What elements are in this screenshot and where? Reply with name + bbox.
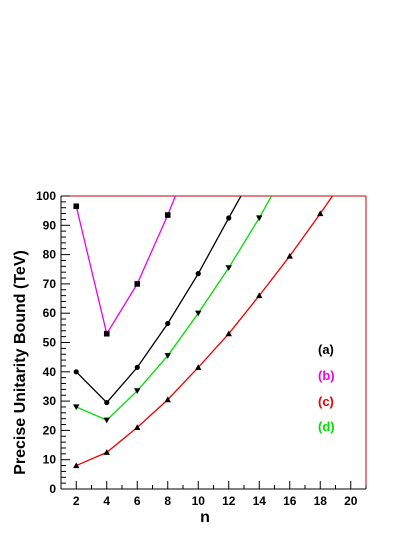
series-2 <box>73 196 333 469</box>
data-point <box>256 292 263 299</box>
x-tick-label: 6 <box>134 494 141 508</box>
series-1 <box>73 196 176 337</box>
data-point <box>134 424 141 431</box>
legend: (a) (b) (c) (d) <box>318 342 335 434</box>
axis-layer: 2 4 6 8 10 12 14 16 18 20 0 10 20 30 40 50 60 70 80 90 100 n P… <box>12 189 367 526</box>
x-tick-label: 2 <box>73 494 80 508</box>
series-line <box>75 196 242 404</box>
series-layer <box>73 196 333 469</box>
legend-entry: (b) <box>318 368 335 383</box>
data-point <box>225 330 232 337</box>
data-point <box>134 364 140 371</box>
data-point <box>195 271 201 277</box>
y-tick-label: 40 <box>43 365 57 379</box>
data-point <box>73 203 80 210</box>
y-tick-label: 100 <box>36 189 56 203</box>
series-3 <box>73 196 273 424</box>
data-point <box>195 310 202 317</box>
data-point <box>165 320 171 327</box>
y-tick-label: 50 <box>43 336 57 350</box>
y-axis-title: Precise Unitarity Bound (TeV) <box>12 250 29 475</box>
x-tick-label: 10 <box>192 494 206 508</box>
legend-entry: (c) <box>318 394 334 409</box>
data-point <box>103 417 110 424</box>
data-point <box>164 353 171 359</box>
data-point <box>164 212 171 218</box>
data-point <box>73 369 79 375</box>
x-tick-label: 20 <box>344 494 358 508</box>
legend-entry: (a) <box>318 342 334 357</box>
data-point <box>195 364 202 370</box>
data-point <box>73 404 80 411</box>
x-tick-label: 4 <box>103 494 110 508</box>
series-line <box>75 196 273 421</box>
y-tick-label: 70 <box>43 277 57 291</box>
series-0 <box>73 196 242 406</box>
legend-entry: (d) <box>318 419 335 434</box>
data-point <box>103 449 110 455</box>
series-line <box>75 196 333 467</box>
data-point <box>73 462 80 469</box>
x-tick-label: 12 <box>222 494 236 508</box>
y-tick-label: 0 <box>49 482 56 496</box>
x-tick-label: 16 <box>283 494 297 508</box>
data-point <box>317 210 324 217</box>
y-tick-label: 30 <box>43 394 57 408</box>
data-point <box>256 215 263 222</box>
data-point <box>134 281 141 287</box>
data-point <box>103 330 110 337</box>
x-axis-title: n <box>200 509 210 526</box>
data-point <box>104 399 110 406</box>
y-tick-label: 90 <box>43 218 57 232</box>
y-tick-label: 80 <box>43 248 57 262</box>
data-point <box>134 388 141 395</box>
y-tick-label: 20 <box>43 423 57 437</box>
data-point <box>226 215 232 221</box>
y-tick-label: 60 <box>43 306 57 320</box>
x-tick-label: 18 <box>314 494 328 508</box>
series-line <box>75 196 176 336</box>
x-tick-label: 8 <box>164 494 171 508</box>
data-point <box>164 396 171 403</box>
data-point <box>225 265 232 271</box>
data-point <box>286 252 293 259</box>
x-tick-label: 14 <box>253 494 267 508</box>
y-tick-label: 10 <box>43 453 57 467</box>
